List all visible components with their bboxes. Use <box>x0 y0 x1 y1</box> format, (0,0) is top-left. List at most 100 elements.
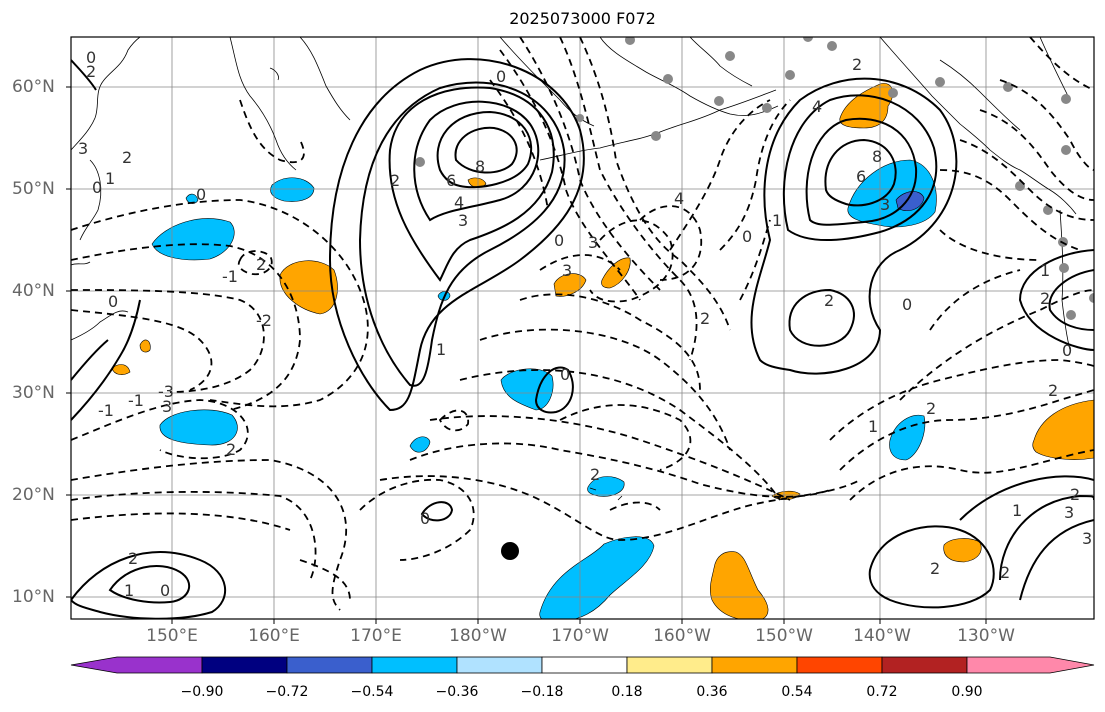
lon-label: 150°E <box>146 626 198 646</box>
colorbar-tick-label: −0.54 <box>350 684 394 700</box>
contour-label: 0 <box>92 178 102 197</box>
contour-label: 1 <box>124 581 134 600</box>
orange-area <box>601 257 631 289</box>
colorbar-segment <box>966 656 1095 674</box>
contour-label: 6 <box>856 167 866 186</box>
blue-area <box>889 414 926 461</box>
contour-label: 0 <box>86 48 96 67</box>
lon-label: 150°W <box>755 626 813 646</box>
contour-label: 2 <box>700 309 710 328</box>
contour-label: 1 <box>1040 261 1050 280</box>
blue-area <box>500 368 554 411</box>
lon-label: 170°W <box>551 626 609 646</box>
contour-label: -1 <box>128 391 144 410</box>
colorbar-tick-label: −0.72 <box>265 684 309 700</box>
blue-area <box>159 409 238 446</box>
contour-label: 2 <box>390 171 400 190</box>
blue-area <box>539 536 655 619</box>
graticule <box>71 37 1094 619</box>
orange-area <box>111 364 131 375</box>
contour-label: 1 <box>772 211 782 230</box>
colorbar-tick-label: −0.90 <box>180 684 224 700</box>
contour-label: -2 <box>256 311 272 330</box>
contour-label: 0 <box>742 227 752 246</box>
contour-label: 0 <box>160 581 170 600</box>
blue-area <box>409 436 431 453</box>
contour-label: 2 <box>1000 563 1010 582</box>
contour-label: 3 <box>562 261 572 280</box>
contour-label: 3 <box>1082 529 1092 548</box>
shading-layer <box>111 83 1094 619</box>
contour-label: 4 <box>454 193 464 212</box>
contour-label: 8 <box>475 157 485 176</box>
lon-label: 130°W <box>957 626 1015 646</box>
lon-label: 160°W <box>653 626 711 646</box>
orange-area <box>710 551 769 619</box>
orange-area <box>467 177 487 188</box>
colorbar-tick-label: 0.72 <box>866 684 898 700</box>
contour-label: 2 <box>122 148 132 167</box>
colorbar-segment <box>626 656 713 674</box>
contour-label: 3 <box>162 397 172 416</box>
lat-label: 60°N <box>12 77 55 97</box>
contour-label: 2 <box>1070 485 1080 504</box>
colorbar-tick-label: −0.36 <box>435 684 479 700</box>
contour-label: 1 <box>868 417 878 436</box>
contour-label: 3 <box>588 233 598 252</box>
contour-label: 2 <box>852 55 862 74</box>
lon-label: 170°E <box>350 626 402 646</box>
contour-label: 2 <box>226 440 236 459</box>
lat-label: 10°N <box>12 587 55 607</box>
lat-label: 40°N <box>12 281 55 301</box>
contour-label: 2 <box>128 549 138 568</box>
colorbar-segment <box>541 656 628 674</box>
colorbar-segment <box>286 656 373 674</box>
contour-label: -1 <box>98 401 114 420</box>
map-frame <box>70 36 1095 620</box>
contour-label: 2 <box>930 559 940 578</box>
colorbar-tick-label: −0.18 <box>520 684 564 700</box>
colorbar-segment <box>70 656 203 674</box>
lat-label: 30°N <box>12 383 55 403</box>
colorbar <box>70 656 1095 674</box>
contour-label: 1 <box>105 169 115 188</box>
contour-label: 0 <box>420 509 430 528</box>
tick-marks <box>66 86 987 624</box>
contour-label: 2 <box>1048 381 1058 400</box>
contour-label: 1 <box>436 340 446 359</box>
dashed-contours <box>71 37 1094 611</box>
contour-label: 3 <box>880 195 890 214</box>
blue-area <box>587 476 625 497</box>
orange-area <box>839 83 893 129</box>
colorbar-segment <box>371 656 458 674</box>
colorbar-tick-label: 0.36 <box>696 684 728 700</box>
contour-label-group: 0 2 3 2 0 1 0 0 -1 -2 6 8 4 3 2 0 3 0 4 … <box>78 48 1092 600</box>
contour-label: 2 <box>86 62 96 81</box>
lon-label: 160°E <box>248 626 300 646</box>
contour-label: 3 <box>458 211 468 230</box>
map-title: 2025073000 F072 <box>509 9 656 28</box>
contour-label: 0 <box>108 292 118 311</box>
colorbar-tick-label: 0.18 <box>611 684 643 700</box>
colorbar-segment <box>711 656 798 674</box>
blue-area <box>270 177 315 202</box>
contour-label: 0 <box>196 185 206 204</box>
lon-label: 140°W <box>853 626 911 646</box>
contour-label: 2 <box>256 255 266 274</box>
orange-area <box>1032 399 1094 460</box>
colorbar-tick-label: 0.90 <box>951 684 983 700</box>
lat-label: 50°N <box>12 179 55 199</box>
contour-label: 0 <box>1062 341 1072 360</box>
contour-label: 0 <box>560 365 570 384</box>
colorbar-segment <box>881 656 968 674</box>
blue-area <box>847 159 937 228</box>
contour-label: 4 <box>812 97 822 116</box>
contour-label: -3 <box>158 382 174 401</box>
contour-label: 2 <box>1040 289 1050 308</box>
blue-area <box>151 218 235 261</box>
orange-area <box>943 538 982 563</box>
colorbar-segment <box>456 656 543 674</box>
contour-label: 4 <box>674 189 684 208</box>
contour-label: 3 <box>78 139 88 158</box>
